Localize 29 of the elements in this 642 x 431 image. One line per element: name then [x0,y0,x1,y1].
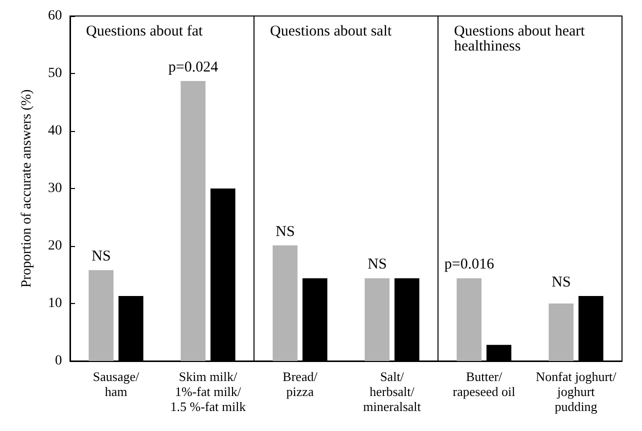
annotation: NS [276,224,295,240]
y-tick-label: 40 [48,124,62,138]
bar [364,278,390,361]
x-tick-label: Skim milk/ 1%-fat milk/ 1.5 %-fat milk [170,369,246,414]
y-tick-label: 10 [48,296,62,311]
bar [548,304,574,361]
annotation: Questions about salt [270,24,392,40]
y-tick-label: 50 [48,66,62,81]
annotation: p=0.024 [168,59,219,76]
bar [88,270,114,361]
x-tick-label: Sausage/ ham [92,369,140,399]
y-axis-title: Proportion of accurate answers (%) [20,89,34,288]
x-tick-label: Salt/ herbsalt/ mineralsalt [363,369,422,414]
x-tick-label: Butter/ rapeseed oil [452,369,516,399]
x-tick-label: Bread/ pizza [282,369,318,399]
bar [272,245,298,361]
annotation: NS [92,248,111,265]
y-tick-label: 0 [55,354,62,368]
y-tick-label: 20 [48,238,62,254]
annotation: Questions about heart healthiness [454,24,586,54]
annotation: p=0.016 [444,256,495,273]
annotation: NS [368,256,387,273]
annotation: Questions about fat [86,24,204,40]
y-tick-label: 30 [48,181,62,196]
x-tick-label: Nonfat joghurt/ joghurt pudding [536,369,617,414]
bar [456,278,482,361]
annotation: NS [552,274,571,291]
bar [180,80,206,361]
y-tick-label: 60 [48,8,62,24]
